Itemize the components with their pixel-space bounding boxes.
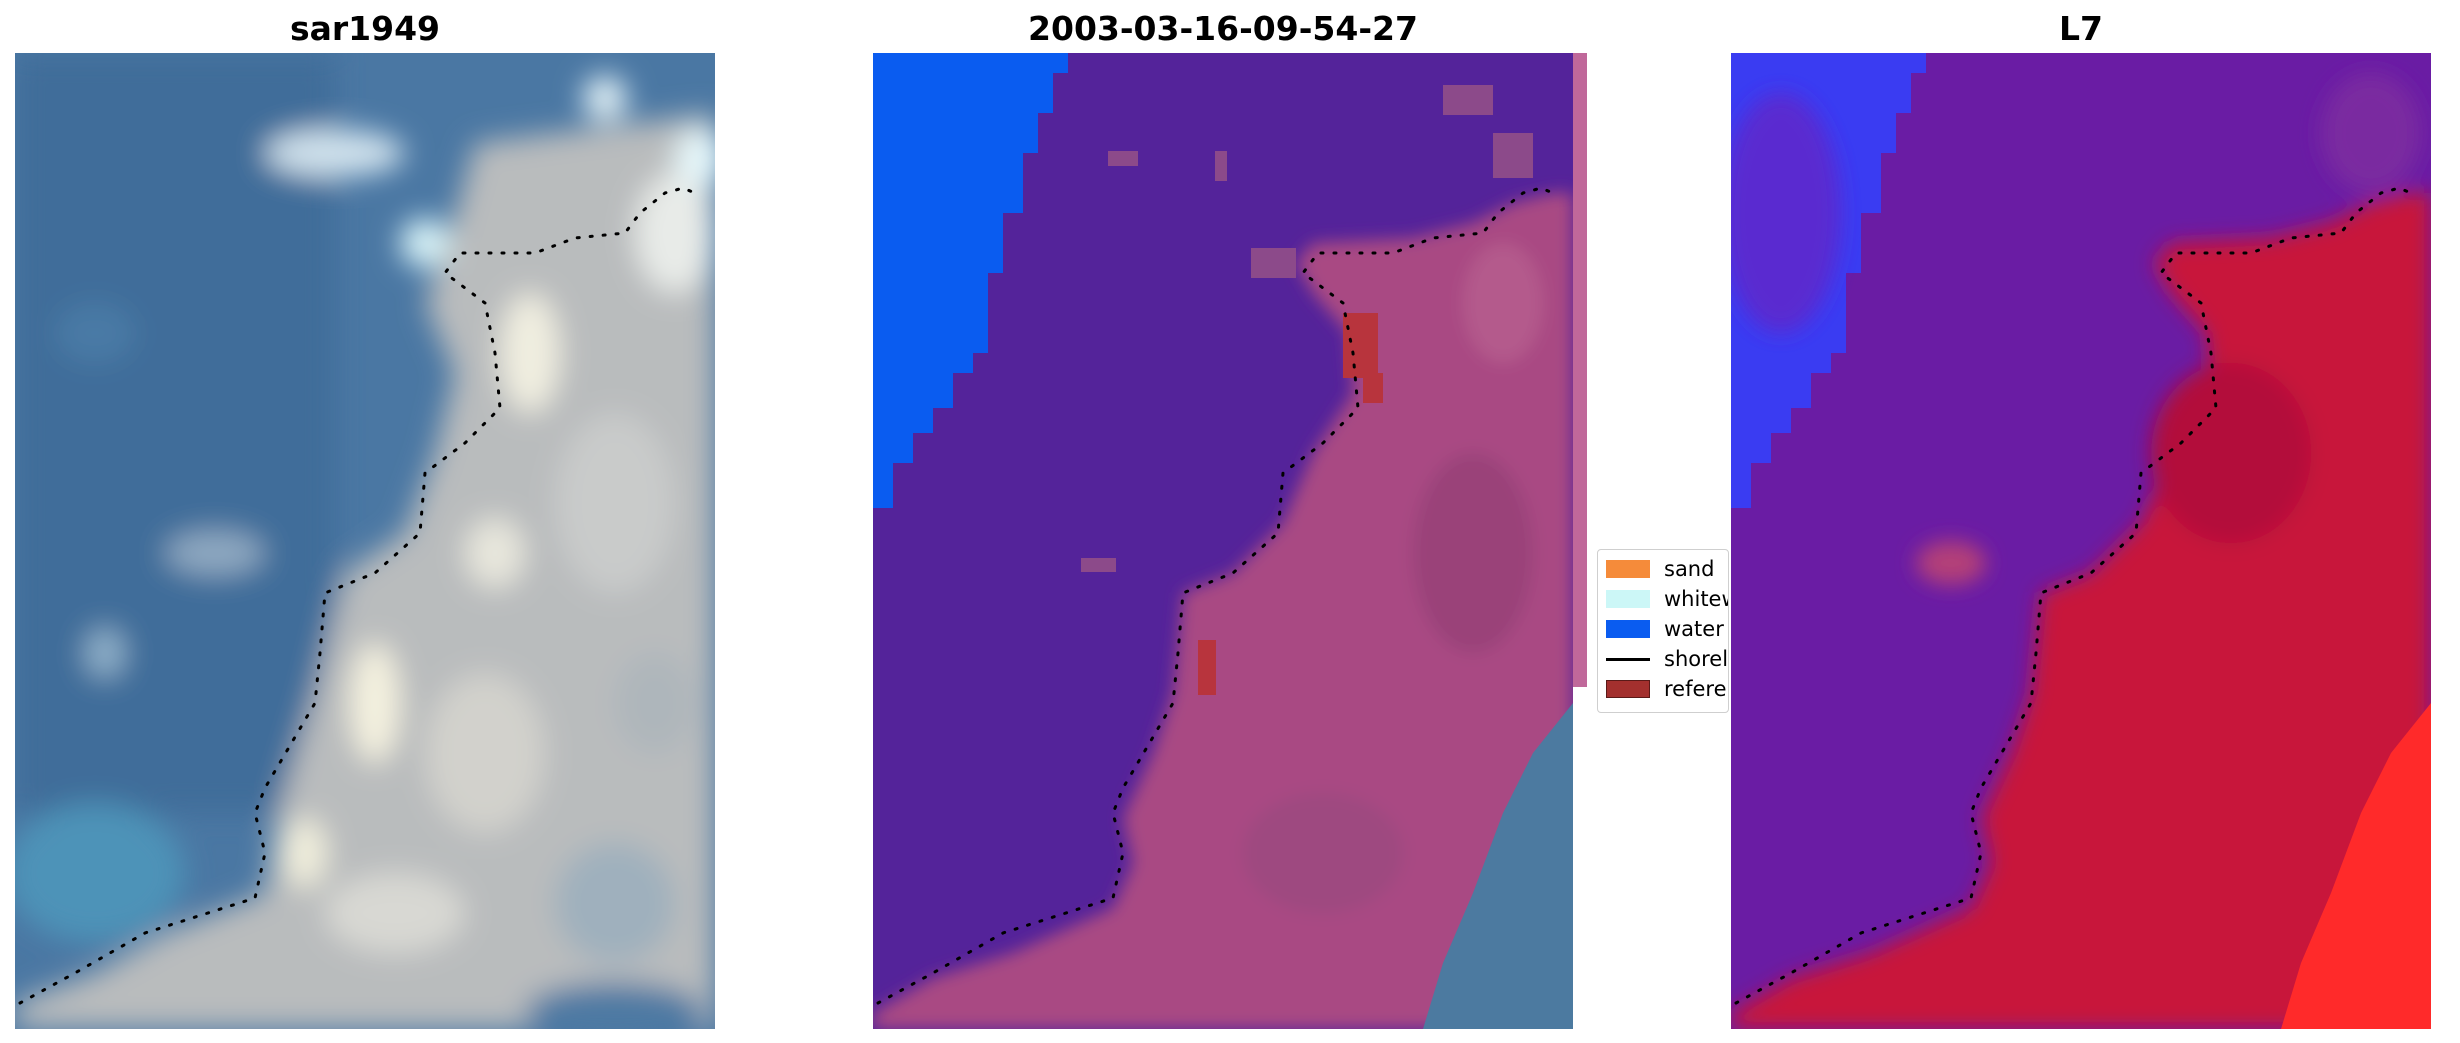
mislabeled-patch-1 [1108, 151, 1138, 166]
classified-image [873, 53, 1573, 1029]
whitewater-swatch [1606, 590, 1650, 608]
panel-title-2: 2003-03-16-09-54-27 [1028, 9, 1418, 48]
shoreline-line-swatch [1606, 657, 1650, 661]
legend-label-shoreline: shoreline [1664, 647, 1729, 671]
panel-title-1: sar1949 [289, 9, 441, 48]
legend-label-water: water [1664, 617, 1724, 641]
mislabeled-patch-2 [1215, 151, 1227, 181]
index-image [1731, 53, 2431, 1029]
index-image-panel [1731, 53, 2431, 1029]
water-class-region [873, 53, 1068, 508]
rgb-image-panel [15, 53, 715, 1029]
legend-item-reference-shoreline: reference shoreline [1606, 675, 1728, 703]
legend-item-water: water [1606, 615, 1724, 643]
legend-item-sand: sand [1606, 555, 1714, 583]
shoreline-dotted [1734, 186, 2413, 1005]
panel-title-3: L7 [2059, 9, 2103, 48]
reference-patch-3 [1198, 640, 1216, 695]
mislabeled-patch-3 [1081, 558, 1116, 572]
legend-label-reference-shoreline: reference shoreline [1664, 677, 1728, 701]
water-swatch [1606, 620, 1650, 638]
shoreline-dotted [18, 186, 697, 1005]
classified-ocean-corner [1423, 703, 1573, 1029]
reference-patch-2 [1363, 373, 1383, 403]
index-bright-red-region [2281, 703, 2431, 1029]
sand-swatch [1606, 560, 1650, 578]
reference-patch-1 [1343, 313, 1378, 378]
legend-item-shoreline: shoreline [1606, 645, 1729, 673]
rgb-image [15, 53, 715, 1029]
mislabeled-patch-5 [1443, 85, 1493, 115]
mislabeled-patch-6 [1493, 133, 1533, 178]
shoreline-dotted [876, 186, 1555, 1005]
reference-shoreline-swatch [1606, 680, 1650, 698]
legend-label-sand: sand [1664, 557, 1715, 581]
mislabeled-patch-4 [1251, 248, 1296, 278]
classified-image-panel [873, 53, 1573, 1029]
classified-image-edge-strip [1573, 53, 1587, 687]
